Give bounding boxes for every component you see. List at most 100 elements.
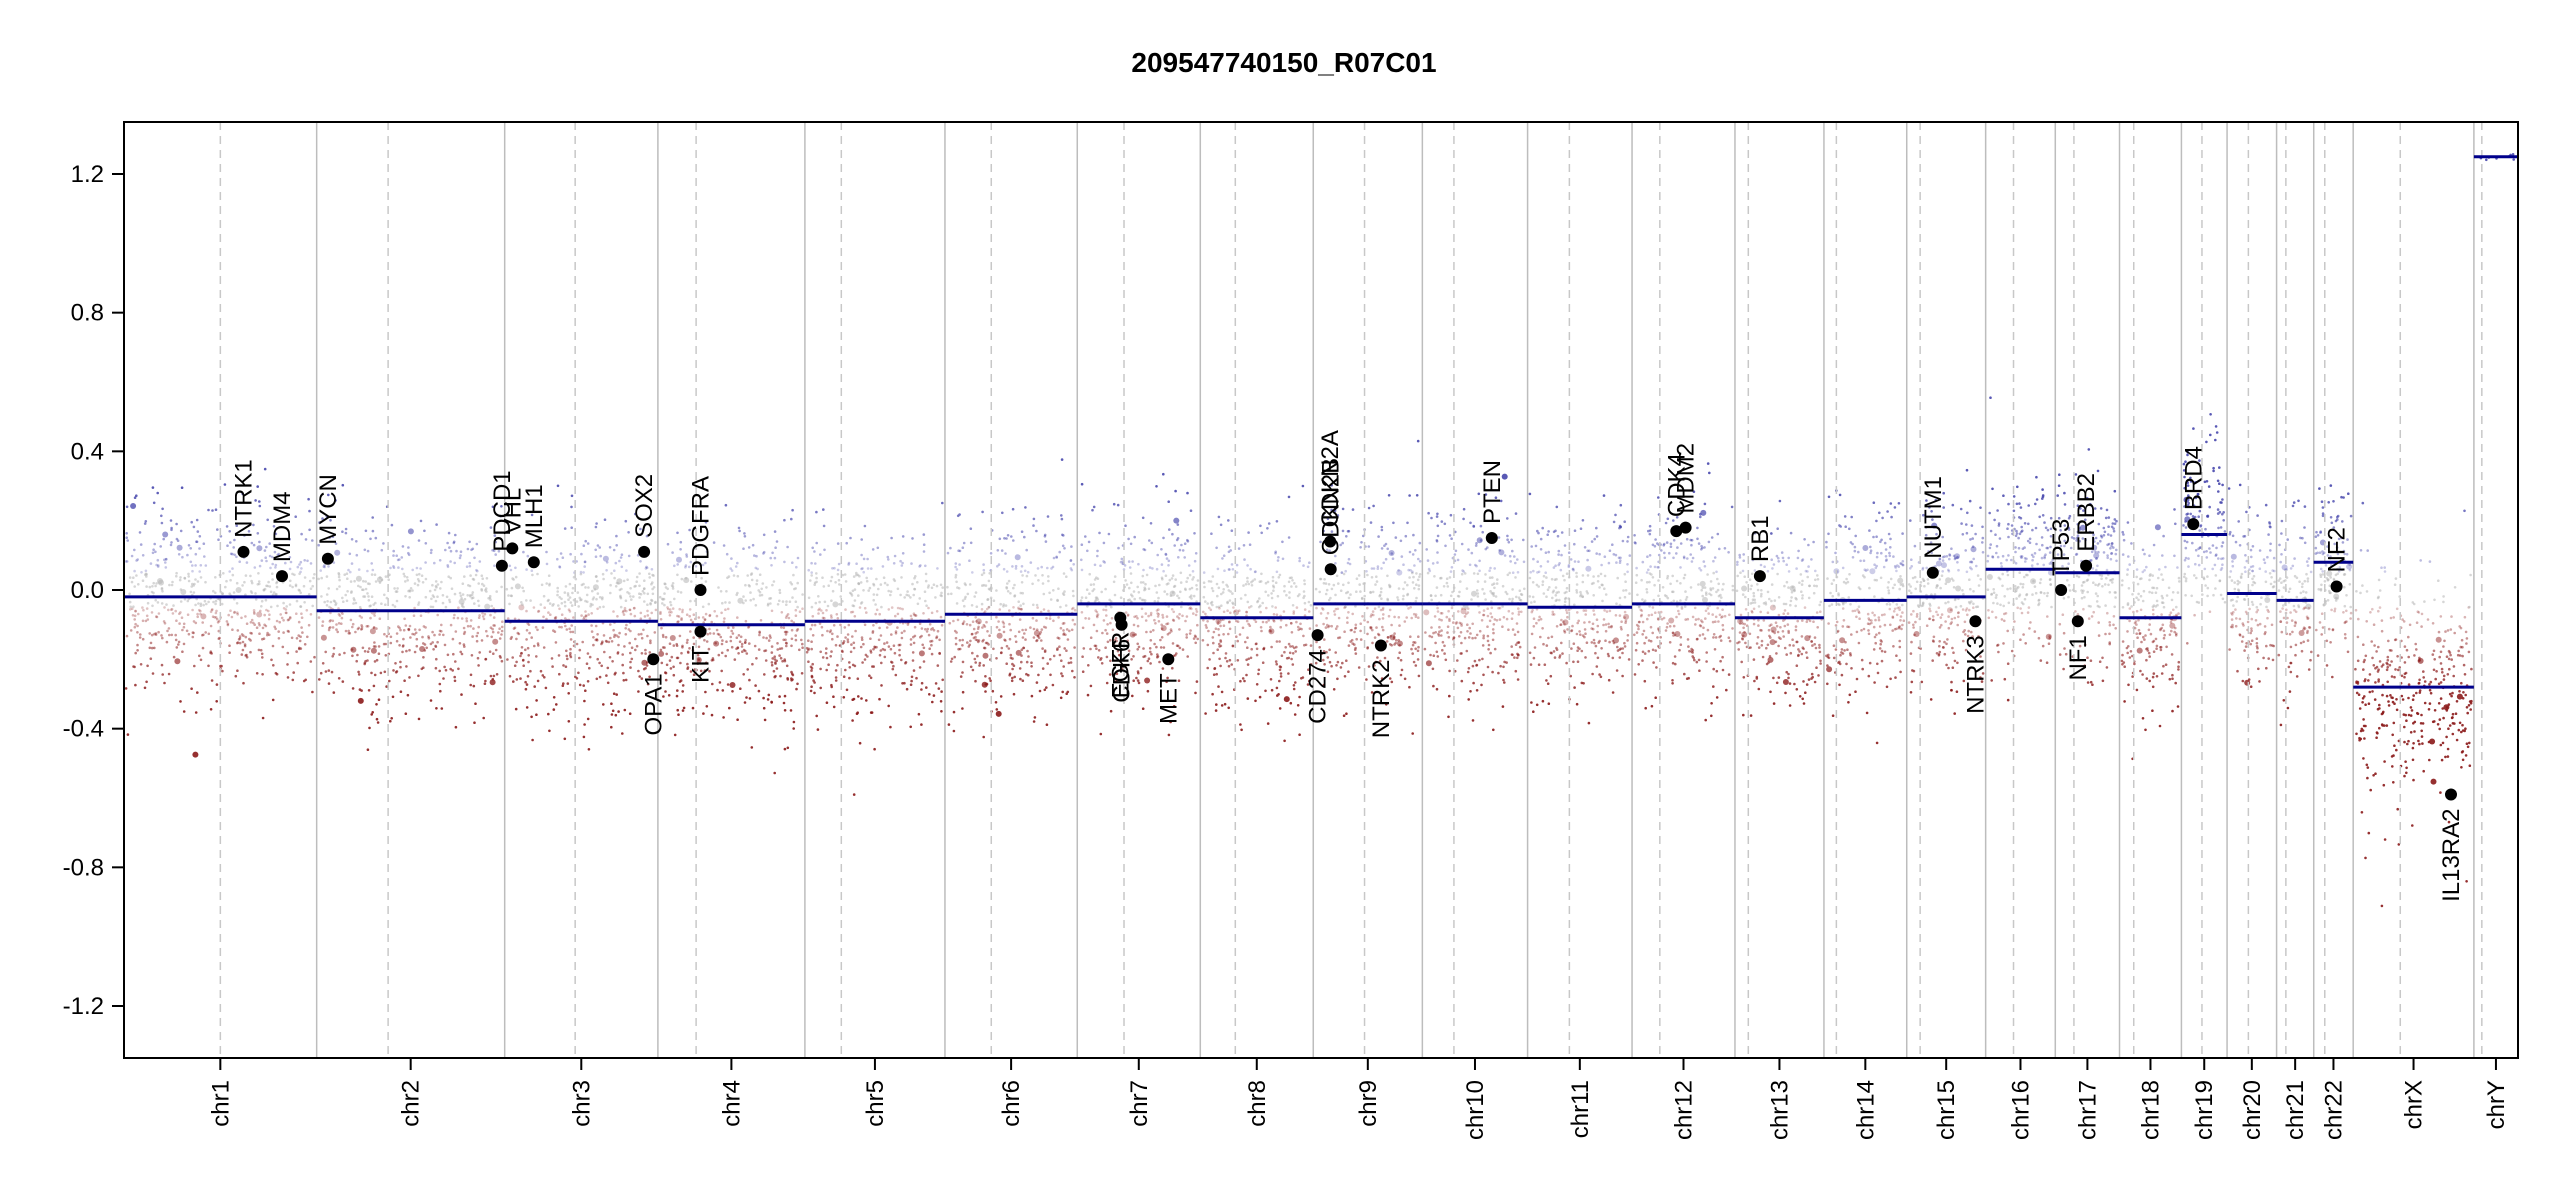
probe-point: [417, 674, 420, 678]
probe-point: [232, 591, 236, 594]
probe-point: [1449, 513, 1453, 517]
probe-point: [1217, 628, 1220, 631]
probe-point: [834, 669, 838, 672]
probe-point: [1184, 619, 1187, 623]
probe-point: [1220, 704, 1224, 707]
probe-point: [1203, 585, 1206, 589]
probe-point: [1052, 619, 1055, 623]
probe-point: [1157, 608, 1160, 611]
probe-point: [1466, 623, 1469, 626]
probe-point: [197, 602, 200, 605]
probe-point: [1193, 532, 1196, 535]
probe-point: [1174, 578, 1177, 581]
probe-point: [740, 642, 744, 646]
probe-point: [1436, 551, 1439, 554]
probe-point: [145, 680, 148, 684]
probe-point: [605, 674, 608, 677]
probe-point: [974, 632, 978, 635]
probe-point: [137, 583, 140, 586]
probe-point: [1432, 631, 1435, 635]
probe-point: [1063, 547, 1066, 550]
probe-point: [380, 602, 383, 605]
probe-point: [927, 633, 931, 637]
probe-point: [291, 585, 294, 589]
probe-point: [440, 630, 443, 633]
probe-point: [1192, 576, 1195, 579]
probe-point: [371, 568, 375, 572]
probe-point: [1160, 548, 1163, 551]
probe-point: [311, 584, 315, 588]
probe-point: [1260, 572, 1263, 576]
probe-point: [566, 592, 570, 595]
probe-point: [966, 592, 970, 596]
probe-point: [478, 614, 481, 617]
probe-point: [237, 638, 241, 641]
probe-point: [998, 537, 1002, 541]
probe-point: [1303, 601, 1307, 605]
probe-point: [1432, 684, 1435, 688]
probe-point: [1071, 618, 1075, 622]
probe-point: [771, 657, 774, 660]
probe-point: [1560, 618, 1563, 622]
probe-point: [186, 613, 190, 616]
probe-point: [599, 554, 602, 558]
probe-point: [510, 594, 513, 598]
probe-point: [1530, 601, 1533, 604]
probe-point: [907, 594, 910, 597]
probe-point: [718, 633, 721, 636]
probe-point: [831, 632, 834, 636]
probe-point: [1345, 712, 1348, 715]
probe-point: [961, 638, 964, 642]
probe-point: [1231, 602, 1235, 606]
probe-point: [998, 628, 1001, 632]
probe-point: [1588, 549, 1591, 553]
probe-point: [540, 583, 544, 587]
probe-point: [1243, 679, 1246, 683]
probe-point: [525, 683, 529, 686]
probe-point: [765, 636, 768, 640]
probe-point: [666, 607, 670, 611]
probe-point: [629, 666, 632, 669]
probe-point: [385, 685, 388, 688]
probe-point: [1105, 614, 1108, 617]
probe-point: [974, 661, 977, 664]
probe-point: [800, 638, 803, 642]
probe-point: [557, 654, 561, 657]
probe-point: [1021, 636, 1025, 639]
probe-point: [673, 564, 676, 568]
probe-point: [1210, 587, 1214, 590]
probe-point: [1092, 583, 1096, 586]
probe-point: [600, 642, 603, 646]
probe-point: [263, 549, 267, 552]
probe-point: [491, 630, 495, 634]
probe-point: [783, 694, 787, 698]
probe-point: [139, 633, 142, 636]
probe-point: [389, 719, 392, 723]
probe-point: [689, 618, 693, 622]
probe-point: [337, 613, 341, 616]
probe-point: [131, 607, 134, 611]
probe-point: [1194, 635, 1197, 639]
probe-point: [596, 607, 599, 611]
probe-point: [1063, 647, 1066, 650]
probe-point: [484, 603, 491, 610]
probe-point: [622, 671, 625, 675]
probe-point: [402, 572, 406, 576]
probe-point: [469, 619, 473, 622]
probe-point: [1514, 576, 1517, 579]
probe-point: [694, 565, 698, 568]
probe-point: [594, 575, 598, 578]
probe-point: [469, 624, 472, 628]
probe-point: [235, 602, 239, 605]
probe-point: [125, 536, 128, 539]
probe-point: [477, 599, 480, 603]
probe-point: [1491, 576, 1494, 579]
probe-point: [1354, 627, 1357, 630]
probe-point: [250, 581, 254, 585]
probe-point: [680, 618, 683, 621]
probe-point: [578, 656, 581, 660]
probe-point: [1532, 625, 1536, 628]
probe-point: [1165, 622, 1168, 626]
probe-point: [1546, 533, 1549, 536]
probe-point: [548, 582, 551, 586]
